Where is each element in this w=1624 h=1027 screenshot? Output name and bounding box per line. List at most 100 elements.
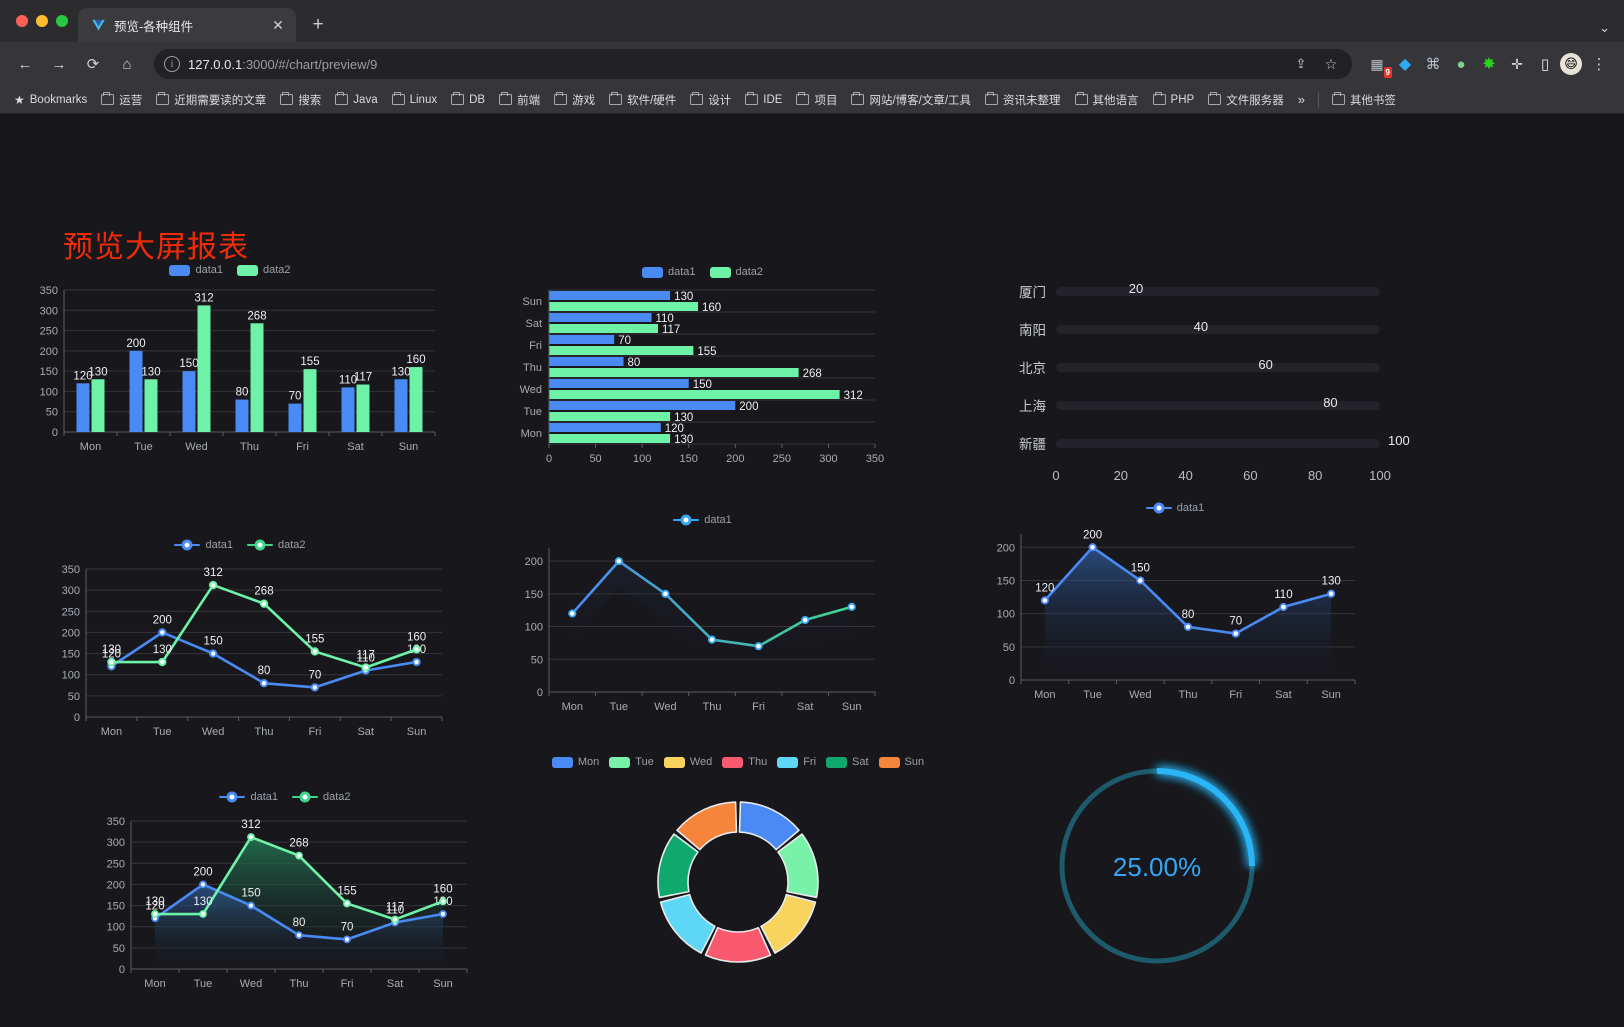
maximize-window-button[interactable] [56,15,68,27]
browser-menu-icon[interactable]: ⋮ [1591,56,1607,73]
new-tab-button[interactable]: + [312,14,324,35]
donut-segment-wed[interactable] [760,893,817,954]
donut-segment-sat[interactable] [657,833,699,899]
legend-one-series: data1 [975,502,1375,514]
svg-text:Fri: Fri [1229,689,1242,701]
svg-text:Mon: Mon [80,441,101,453]
legend-line-icon [247,539,273,551]
bookmark-item[interactable]: 网站/博客/文章/工具 [845,89,977,111]
legend-label: data2 [263,264,291,276]
legend-item-data2[interactable]: data2 [237,264,291,276]
grid-extension-icon[interactable]: ▦ 9 [1370,55,1392,78]
bookmark-item[interactable]: 游戏 [548,89,601,111]
bookmark-star-icon[interactable]: ☆ [1324,55,1338,72]
svg-text:Tue: Tue [610,701,629,713]
legend-item-thu[interactable]: Thu [722,756,767,768]
svg-text:117: 117 [662,324,680,336]
bookmark-item[interactable]: PHP [1147,91,1201,109]
command-extension-icon[interactable]: ⌘ [1425,56,1441,73]
home-icon[interactable]: ⌂ [122,55,132,73]
diamond-extension-icon[interactable]: ◆ [1398,56,1412,73]
svg-text:0: 0 [546,453,552,465]
svg-text:100: 100 [997,609,1015,621]
legend-item-fri[interactable]: Fri [777,756,816,768]
bookmark-item[interactable]: 近期需要读的文章 [150,89,272,111]
svg-text:350: 350 [62,564,80,576]
legend-item-data1[interactable]: data1 [219,791,278,803]
bookmark-item[interactable]: 搜索 [274,89,327,111]
bookmark-item[interactable]: 项目 [790,89,843,111]
bookmark-item[interactable]: 运营 [95,89,148,111]
bookmark-item[interactable]: DB [445,91,491,109]
legend-item-data1[interactable]: data1 [1145,502,1204,514]
bookmark-item-bookmarks[interactable]: ★ Bookmarks [8,90,93,110]
svg-text:Wed: Wed [654,701,676,713]
forward-icon[interactable]: → [51,55,67,73]
svg-text:130: 130 [145,896,164,908]
chevron-down-icon[interactable]: ⌄ [1599,20,1610,35]
svg-text:268: 268 [254,586,273,598]
bookmark-item[interactable]: 文件服务器 [1202,89,1290,111]
circle-extension-icon[interactable]: ● [1456,55,1466,73]
legend-item-sun[interactable]: Sun [878,756,924,768]
progress-track[interactable]: 40 [1056,319,1380,334]
svg-text:50: 50 [531,654,543,666]
bookmark-item[interactable]: Linux [386,91,444,109]
legend-item-data1[interactable]: data1 [174,539,233,551]
bookmark-item-other[interactable]: 其他书签 [1326,89,1402,111]
star-extension-icon[interactable]: ✸ [1482,56,1496,73]
progress-row: 北京 60 [1000,348,1380,386]
progress-row: 厦门 20 [1000,272,1380,310]
minimize-window-button[interactable] [36,15,48,27]
bookmark-item[interactable]: 前端 [493,89,546,111]
legend-item-data2[interactable]: data2 [709,266,763,278]
donut-segment-fri[interactable] [659,893,716,954]
legend-item-data1[interactable]: data1 [641,266,696,278]
back-icon[interactable]: ← [17,55,33,73]
progress-track[interactable]: 100 [1056,433,1410,448]
legend-item-data2[interactable]: data2 [247,539,306,551]
chart-line-gradient: data1 0 50 100 150 200 Mon Tue Wed Thu Fri Sat Sun [505,514,900,729]
close-icon[interactable]: ✕ [272,16,284,33]
svg-text:80: 80 [628,357,641,369]
browser-tab[interactable]: 预览-各种组件 ✕ [78,8,296,42]
bookmark-item[interactable]: 其他语言 [1069,89,1145,111]
vue-icon [90,17,106,33]
legend-item-mon[interactable]: Mon [551,756,599,768]
bookmark-item[interactable]: 设计 [684,89,737,111]
donut-segment-mon[interactable] [738,801,800,851]
avatar[interactable]: 😄 [1560,53,1582,75]
legend-item-data1[interactable]: data1 [169,264,223,276]
share-icon[interactable]: ⇪ [1295,56,1307,71]
svg-text:Tue: Tue [523,406,542,418]
svg-text:150: 150 [40,366,58,378]
reload-icon[interactable]: ⟳ [86,56,100,73]
legend-item-data2[interactable]: data2 [292,791,351,803]
bookmark-item[interactable]: IDE [739,91,788,109]
progress-track[interactable]: 60 [1056,357,1380,372]
bookmark-item[interactable]: 软件/硬件 [603,89,682,111]
legend-item-data1[interactable]: data1 [673,514,732,526]
svg-text:130: 130 [141,366,160,378]
folder-icon [156,92,170,105]
donut-segment-thu[interactable] [704,926,772,963]
site-info-icon[interactable]: i [164,56,180,72]
progress-track[interactable]: 80 [1056,395,1380,410]
donut-segment-tue[interactable] [777,833,819,899]
bookmark-item[interactable]: 资讯未整理 [979,89,1067,111]
address-bar[interactable]: i 127.0.0.1:3000/#/chart/preview/9 ⇪ ☆ [154,49,1352,79]
bookmark-label: PHP [1170,93,1195,106]
legend-item-tue[interactable]: Tue [609,756,654,768]
bookmark-label: 运营 [119,94,143,107]
puzzle-extension-icon[interactable]: ✛ [1511,55,1523,72]
donut-segment-sun[interactable] [676,801,738,851]
bookmark-item[interactable]: Java [329,91,383,109]
bookmarks-overflow-button[interactable]: » [1297,92,1305,107]
svg-text:Wed: Wed [520,384,542,396]
legend-item-sat[interactable]: Sat [826,756,869,768]
close-window-button[interactable] [16,15,28,27]
legend-item-wed[interactable]: Wed [663,756,712,768]
sidepanel-icon[interactable]: ▯ [1540,56,1550,73]
legend-line-icon [673,514,700,526]
progress-track[interactable]: 20 [1056,281,1380,296]
